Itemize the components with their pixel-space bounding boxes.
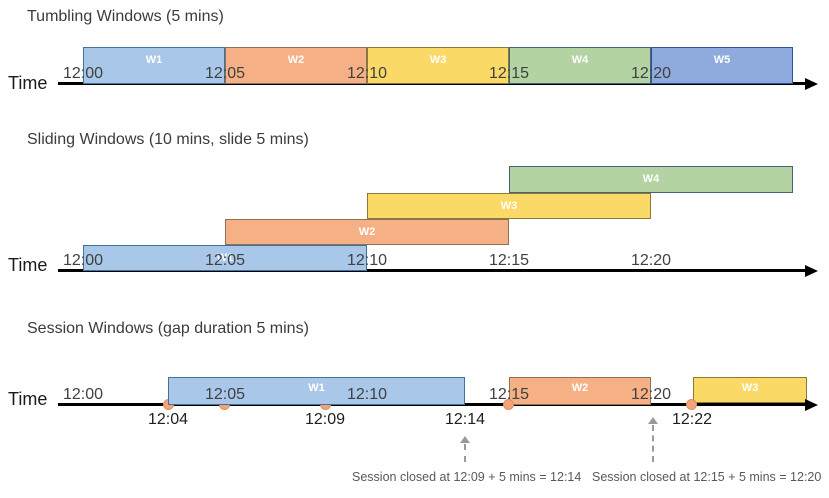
window-label: W1 — [145, 54, 163, 66]
window-tumbling-w2: W2 — [225, 47, 367, 84]
tick-label: 12:20 — [630, 386, 672, 403]
window-session-w3: W3 — [693, 377, 807, 403]
tick-label: 12:00 — [62, 386, 104, 403]
dashed-arrow-icon — [648, 417, 658, 424]
window-tumbling-w4: W4 — [509, 47, 651, 84]
tick-label: 12:15 — [488, 252, 530, 269]
axis-arrow-icon — [805, 265, 818, 277]
event-marker-dot — [503, 399, 514, 410]
window-session-w1: W1 — [168, 377, 465, 405]
tick-label: 12:05 — [204, 386, 246, 403]
dashed-arrow-line — [652, 425, 654, 462]
tick-label: 12:00 — [62, 65, 104, 82]
time-axis-label-session: Time — [8, 389, 48, 409]
axis-arrow-icon — [805, 399, 818, 411]
tick-label: 12:15 — [488, 65, 530, 82]
window-label: W2 — [287, 54, 305, 66]
tick-label: 12:20 — [630, 65, 672, 82]
window-label: W2 — [358, 226, 376, 238]
window-session-w2: W2 — [509, 377, 651, 405]
tick-label: 12:10 — [346, 252, 388, 269]
window-label: W2 — [571, 382, 589, 394]
dashed-arrow-line — [464, 444, 466, 462]
time-axis-label-sliding: Time — [8, 255, 48, 275]
window-sliding-w3: W3 — [367, 193, 651, 219]
window-sliding-w2: W2 — [225, 219, 509, 245]
dashed-arrow-icon — [460, 436, 470, 443]
section-title-sliding: Sliding Windows (10 mins, slide 5 mins) — [27, 131, 309, 148]
section-title-session: Session Windows (gap duration 5 mins) — [27, 320, 309, 337]
tick-label: 12:00 — [62, 252, 104, 269]
tick-label: 12:05 — [204, 65, 246, 82]
event-time-label: 12:04 — [147, 411, 189, 428]
time-axis-sliding — [58, 269, 808, 272]
tick-label: 12:10 — [346, 65, 388, 82]
tick-label: 12:15 — [488, 386, 530, 403]
section-title-tumbling: Tumbling Windows (5 mins) — [27, 8, 224, 25]
window-label: W4 — [571, 54, 589, 66]
window-tumbling-w1: W1 — [83, 47, 225, 84]
tick-label: 12:10 — [346, 386, 388, 403]
window-tumbling-w5: W5 — [651, 47, 793, 84]
tick-label: 12:05 — [204, 252, 246, 269]
window-label: W4 — [642, 173, 660, 185]
window-label: W1 — [216, 252, 234, 264]
window-tumbling-w3: W3 — [367, 47, 509, 84]
window-label: W3 — [429, 54, 447, 66]
window-sliding-w4: W4 — [509, 166, 793, 193]
window-sliding-w1: W1 — [83, 245, 367, 271]
time-axis-label-tumbling: Time — [8, 73, 48, 93]
window-label: W1 — [308, 382, 325, 394]
event-time-label: 12:14 — [444, 411, 486, 428]
window-label: W5 — [713, 54, 731, 66]
event-time-label: 12:22 — [671, 411, 713, 428]
event-time-label: 12:09 — [304, 411, 346, 428]
window-label: W3 — [741, 382, 759, 394]
session-closed-annotation: Session closed at 12:15 + 5 mins = 12:20 — [592, 470, 822, 484]
axis-arrow-icon — [805, 78, 818, 90]
window-label: W3 — [500, 200, 518, 212]
tick-label: 12:20 — [630, 252, 672, 269]
session-closed-annotation: Session closed at 12:09 + 5 mins = 12:14 — [352, 470, 582, 484]
event-marker-dot — [686, 399, 697, 410]
